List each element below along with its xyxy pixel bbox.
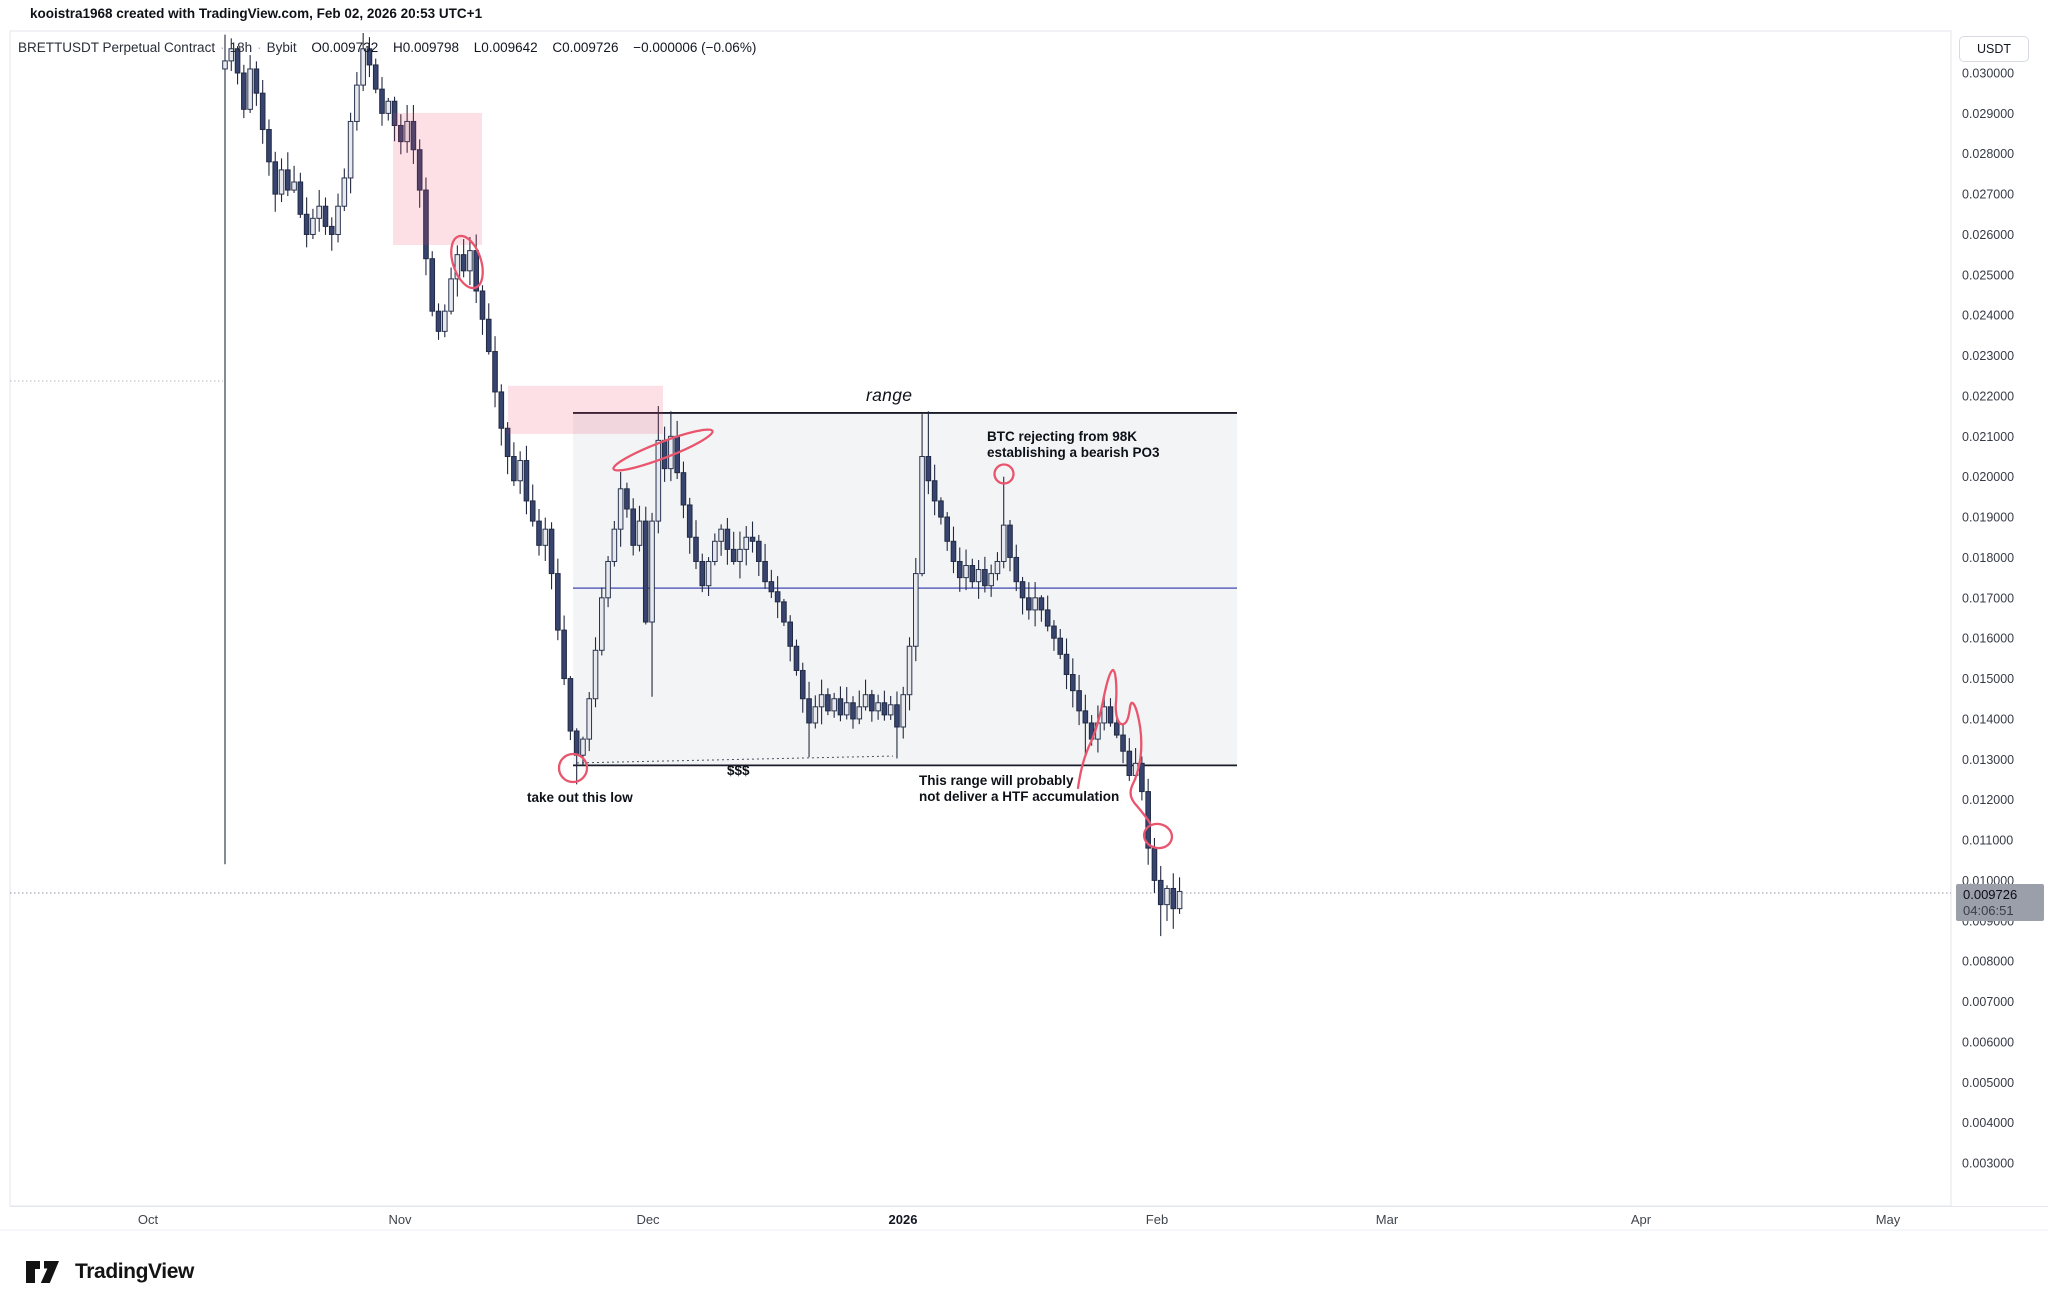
ohlc-high: H0.009798 bbox=[392, 40, 460, 55]
annotation-btc-note[interactable]: BTC rejecting from 98K establishing a be… bbox=[987, 429, 1160, 460]
price-axis-label: 0.021000 bbox=[1962, 430, 2014, 444]
time-axis-label: Apr bbox=[1631, 1212, 1652, 1227]
price-axis-label: 0.004000 bbox=[1962, 1116, 2014, 1130]
exchange-label: Bybit bbox=[266, 40, 297, 55]
ohlc-open: O0.009732 bbox=[311, 40, 379, 55]
price-axis-label: 0.023000 bbox=[1962, 349, 2014, 363]
time-axis[interactable]: Oct Nov Dec 2026 Feb Mar Apr May bbox=[138, 1212, 1901, 1227]
price-axis-label: 0.007000 bbox=[1962, 995, 2014, 1009]
supply-zone-2[interactable] bbox=[508, 385, 663, 434]
interval-label[interactable]: 18h bbox=[229, 40, 253, 55]
price-axis-label: 0.011000 bbox=[1962, 834, 2013, 848]
time-axis-label: Dec bbox=[636, 1212, 660, 1227]
time-axis-label: Oct bbox=[138, 1212, 159, 1227]
current-price-value: 0.009726 bbox=[1963, 886, 2018, 902]
price-axis-label: 0.019000 bbox=[1962, 511, 2014, 525]
price-axis-label: 0.025000 bbox=[1962, 268, 2014, 282]
price-axis-label: 0.026000 bbox=[1962, 228, 2014, 242]
time-axis-label: Feb bbox=[1146, 1212, 1168, 1227]
annotation-htf-note[interactable]: This range will probably not deliver a H… bbox=[919, 773, 1120, 804]
candlestick-series bbox=[222, 33, 1183, 937]
price-axis-label: 0.012000 bbox=[1962, 793, 2014, 807]
annotation-range-label[interactable]: range bbox=[866, 385, 913, 405]
price-axis-label: 0.030000 bbox=[1962, 67, 2014, 81]
annotation-dollars[interactable]: $$$ bbox=[727, 763, 750, 778]
price-axis-label: 0.027000 bbox=[1962, 188, 2014, 202]
attribution-text: kooistra1968 created with TradingView.co… bbox=[30, 6, 483, 21]
price-axis-label: 0.018000 bbox=[1962, 551, 2014, 565]
ohlc-low: L0.009642 bbox=[473, 40, 538, 55]
tradingview-wordmark: TradingView bbox=[75, 1260, 194, 1283]
legend-separator: · bbox=[220, 40, 225, 55]
supply-zone-1[interactable] bbox=[393, 112, 482, 245]
currency-toggle-button[interactable]: USDT bbox=[1959, 36, 2029, 62]
time-axis-label: Mar bbox=[1376, 1212, 1399, 1227]
price-axis-label: 0.020000 bbox=[1962, 470, 2014, 484]
time-axis-label: May bbox=[1876, 1212, 1901, 1227]
ohlc-change: −0.000006 (−0.06%) bbox=[633, 40, 757, 55]
price-axis-label: 0.022000 bbox=[1962, 389, 2014, 403]
price-axis-label: 0.014000 bbox=[1962, 712, 2014, 726]
price-axis-label: 0.003000 bbox=[1962, 1156, 2014, 1170]
time-axis-label: Nov bbox=[388, 1212, 412, 1227]
red-hand-drawings[interactable] bbox=[445, 232, 1174, 851]
price-axis-label: 0.024000 bbox=[1962, 309, 2014, 323]
legend-separator: · bbox=[257, 40, 262, 55]
price-axis-label: 0.008000 bbox=[1962, 955, 2014, 969]
price-axis-label: 0.028000 bbox=[1962, 147, 2014, 161]
time-axis-label: 2026 bbox=[889, 1212, 918, 1227]
symbol-name[interactable]: BRETTUSDT Perpetual Contract bbox=[18, 40, 216, 55]
price-axis[interactable]: 0.030000 0.029000 0.028000 0.027000 0.026000… bbox=[1962, 67, 2014, 1171]
price-axis-label: 0.005000 bbox=[1962, 1076, 2014, 1090]
price-axis-label: 0.013000 bbox=[1962, 753, 2014, 767]
annotation-take-out-low[interactable]: take out this low bbox=[527, 790, 633, 805]
price-axis-label: 0.015000 bbox=[1962, 672, 2014, 686]
tradingview-logo[interactable]: TradingView bbox=[24, 1258, 194, 1286]
price-axis-label: 0.006000 bbox=[1962, 1035, 2014, 1049]
price-axis-label: 0.016000 bbox=[1962, 632, 2014, 646]
price-axis-label: 0.017000 bbox=[1962, 591, 2014, 605]
symbol-legend[interactable]: BRETTUSDT Perpetual Contract · 18h · Bybit O… bbox=[18, 40, 756, 55]
price-axis-label: 0.029000 bbox=[1962, 107, 2014, 121]
ohlc-close: C0.009726 bbox=[552, 40, 619, 55]
current-price-tag: 0.009726 04:06:51 bbox=[1956, 884, 2044, 921]
tradingview-logo-icon bbox=[26, 1261, 59, 1283]
bar-countdown: 04:06:51 bbox=[1963, 902, 2014, 918]
